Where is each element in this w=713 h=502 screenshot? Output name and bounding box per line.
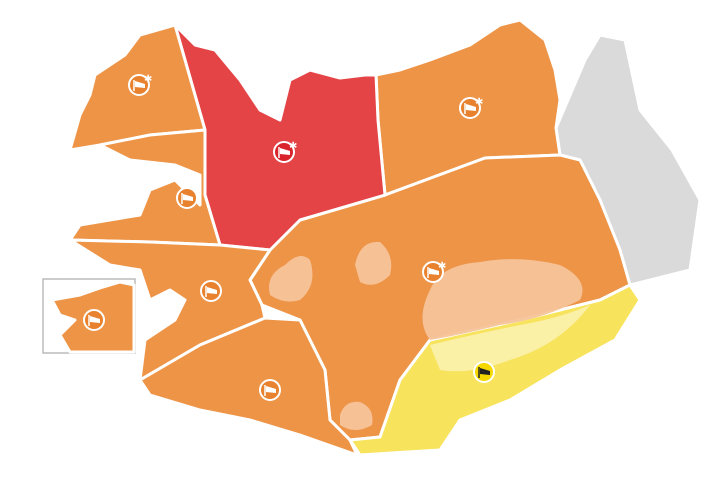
glacier-hofsjokull (355, 241, 392, 285)
windsock-snow-icon[interactable]: ✱ (422, 261, 446, 283)
snow-icon: ✱ (144, 74, 152, 85)
windsock-snow-icon[interactable]: ✱ (273, 141, 297, 163)
snow-icon: ✱ (475, 97, 483, 108)
glacier-langjokull (269, 256, 313, 302)
snow-icon: ✱ (438, 261, 446, 272)
windsock-icon[interactable] (200, 280, 222, 302)
glacier-myrdalsjokull (340, 401, 373, 430)
snow-icon: ✱ (289, 141, 297, 152)
glacier-vatnajokull-south (430, 305, 590, 372)
glacier-vatnajokull (422, 259, 583, 340)
windsock-icon[interactable] (259, 379, 281, 401)
region-breidafjordur[interactable] (68, 128, 222, 247)
windsock-snow-icon[interactable]: ✱ (128, 74, 152, 96)
windsock-snow-icon[interactable]: ✱ (459, 97, 483, 119)
windsock-icon[interactable] (176, 187, 198, 209)
windsock-icon[interactable] (473, 361, 495, 383)
windsock-icon[interactable] (83, 309, 105, 331)
